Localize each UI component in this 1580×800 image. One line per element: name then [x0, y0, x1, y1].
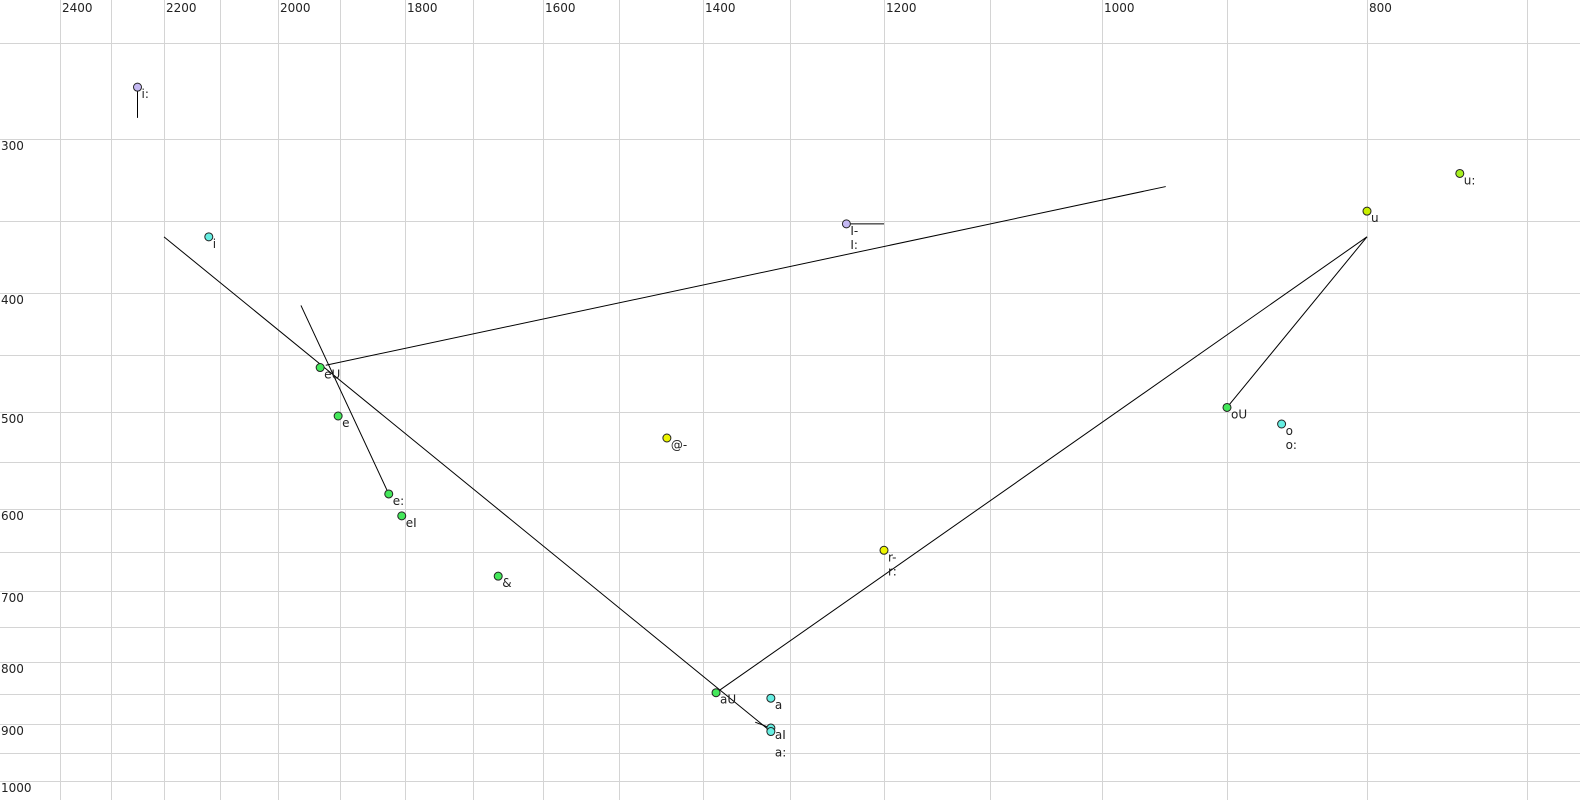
vowel-point: u: [1455, 168, 1476, 187]
y-tick-label: 1000 [1, 781, 32, 795]
vowel-label: e [342, 416, 349, 430]
vowel-marker [204, 232, 214, 242]
y-tick-label: 500 [1, 412, 24, 426]
vowel-label: I- [850, 224, 858, 238]
vowel-point: oU [1222, 402, 1247, 421]
vowel-point: & [493, 571, 512, 590]
tick-labels: 2400 2200 2000 1800 1600 1400 1200 1000 800 300 40… [1, 1, 1392, 795]
vowel-marker [493, 571, 503, 581]
vowel-label: oU [1231, 407, 1247, 421]
vowel-point: e [333, 411, 350, 430]
vowel-marker [133, 82, 142, 92]
vowel-marker [1455, 168, 1465, 178]
vowel-marker [1222, 402, 1232, 412]
vowel-point: aU [711, 688, 736, 707]
vowel-marker [662, 433, 672, 443]
formant-trajectory [1226, 236, 1368, 408]
formant-trajectory [715, 236, 1368, 694]
vowel-marker [711, 688, 721, 698]
vowel-marker [315, 363, 325, 373]
vowel-marker [397, 511, 407, 521]
vowel-label: o: [1286, 438, 1297, 452]
vowel-marker [1362, 206, 1372, 216]
vowel-point: eU [315, 363, 340, 382]
formant-trajectory [325, 186, 1166, 366]
vowel-point: i: [133, 82, 149, 101]
vowel-label: a: [775, 746, 786, 760]
vowel-point: u [1362, 206, 1379, 225]
vowel-label: r: [888, 564, 897, 578]
formant-trajectory [300, 305, 390, 495]
vowel-label: u: [1464, 173, 1476, 187]
x-tick-label: 1000 [1104, 1, 1135, 15]
vowel-label: @- [671, 438, 687, 452]
y-tick-label: 300 [1, 139, 24, 153]
vowel-point: eI [397, 511, 417, 530]
x-tick-label: 800 [1369, 1, 1392, 15]
vowel-marker [766, 727, 776, 737]
vowel-marker [841, 219, 851, 229]
trajectories [137, 87, 1368, 732]
vowel-point: a [766, 693, 782, 712]
vowel-point: i [204, 232, 216, 251]
vowel-point: r-r: [879, 545, 897, 578]
vowel-marker [879, 545, 889, 555]
y-tick-label: 800 [1, 662, 24, 676]
x-tick-label: 2000 [280, 1, 311, 15]
vowel-point: @- [662, 433, 687, 452]
vowel-marker [384, 489, 394, 499]
vowel-label: I: [850, 238, 858, 252]
vowel-label: u [1371, 211, 1379, 225]
vowel-label: eU [324, 368, 340, 382]
y-tick-label: 900 [1, 724, 24, 738]
vowel-label: o [1286, 424, 1293, 438]
formant-trajectory [163, 236, 772, 732]
vowel-point: I-I: [841, 219, 858, 252]
vowel-label: e: [393, 494, 404, 508]
x-tick-label: 1600 [545, 1, 576, 15]
vowel-point: oo: [1277, 419, 1297, 452]
data-points: i: i I-I: u u: eU e e:eI & @- r-r: aU a aI a: oU oo: [133, 82, 1476, 760]
y-tick-label: 700 [1, 591, 24, 605]
vowel-label: eI [406, 516, 417, 530]
vowel-marker [766, 693, 776, 703]
vowel-label: a [775, 698, 782, 712]
vowel-label: i [213, 237, 216, 251]
vowel-label: i: [142, 87, 149, 101]
x-tick-label: 1800 [407, 1, 438, 15]
vowel-marker [1277, 419, 1287, 429]
vowel-point: a: [766, 727, 786, 760]
x-tick-label: 1400 [705, 1, 736, 15]
vowel-label: r- [888, 550, 897, 564]
x-tick-label: 2200 [166, 1, 197, 15]
x-tick-label: 1200 [886, 1, 917, 15]
y-tick-label: 600 [1, 509, 24, 523]
vowel-label: & [502, 576, 511, 590]
vowel-label: aI [775, 728, 786, 742]
y-tick-label: 400 [1, 293, 24, 307]
vowel-label: aU [720, 693, 736, 707]
x-tick-label: 2400 [62, 1, 93, 15]
vowel-marker [333, 411, 343, 421]
vowel-point: e: [384, 489, 404, 508]
